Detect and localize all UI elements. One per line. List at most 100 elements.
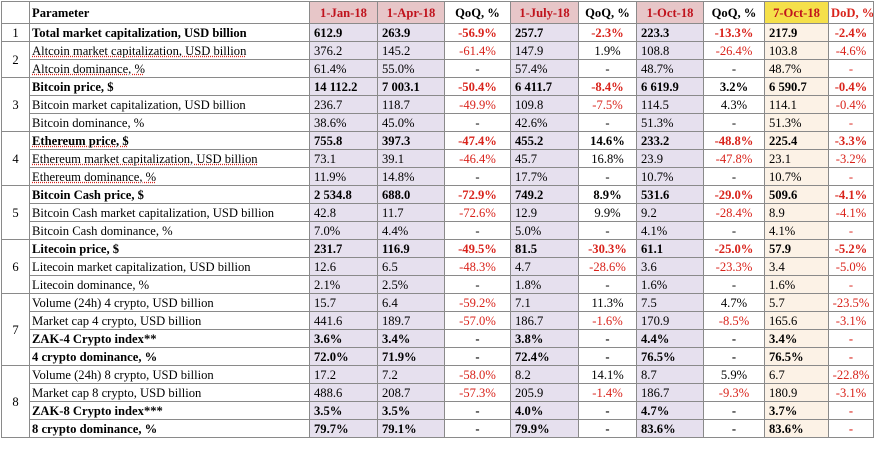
value-cell: 509.6 bbox=[764, 185, 829, 204]
change-cell: - bbox=[578, 59, 637, 78]
value-cell: 48.7% bbox=[764, 59, 829, 78]
value-cell: 441.6 bbox=[309, 311, 378, 330]
change-cell: -5.0% bbox=[828, 257, 874, 276]
change-cell: -2.4% bbox=[828, 23, 874, 42]
value-cell: 4.4% bbox=[377, 221, 445, 240]
change-cell: -7.5% bbox=[578, 95, 637, 114]
parameter-cell: Ethereum dominance, % bbox=[29, 167, 310, 186]
group-index: 4 bbox=[1, 131, 30, 186]
value-cell: 72.0% bbox=[309, 347, 378, 366]
change-cell: - bbox=[444, 275, 511, 294]
parameter-cell: Market cap 8 crypto, USD billion bbox=[29, 383, 310, 402]
value-cell: 42.6% bbox=[510, 113, 579, 132]
table-row: Litecoin dominance, % 2.1% 2.5% -1.8% -1.6% -… bbox=[2, 275, 874, 294]
change-cell: -3.1% bbox=[828, 311, 874, 330]
header-parameter: Parameter bbox=[29, 1, 310, 24]
change-cell: -47.4% bbox=[444, 131, 511, 150]
group-index: 8 bbox=[1, 365, 30, 438]
value-cell: 3.5% bbox=[309, 401, 378, 420]
change-cell: -57.0% bbox=[444, 311, 511, 330]
value-cell: 42.8 bbox=[309, 203, 378, 222]
value-cell: 4.1% bbox=[764, 221, 829, 240]
change-cell: -0.4% bbox=[828, 95, 874, 114]
table-row: 8 crypto dominance, % 79.7% 79.1% -79.9% -83… bbox=[2, 419, 874, 438]
group-index: 2 bbox=[1, 41, 30, 78]
value-cell: 263.9 bbox=[377, 23, 445, 42]
parameter-cell: ZAK-8 Crypto index*** bbox=[29, 401, 310, 420]
change-cell: -8.4% bbox=[578, 77, 637, 96]
change-cell: - bbox=[444, 221, 511, 240]
parameter-cell: Litecoin price, $ bbox=[29, 239, 310, 258]
table-row: Bitcoin market capitalization, USD billi… bbox=[2, 95, 874, 114]
group-index: 3 bbox=[1, 77, 30, 132]
change-cell: 8.9% bbox=[578, 185, 637, 204]
value-cell: 17.2 bbox=[309, 365, 378, 384]
parameter-cell: Bitcoin price, $ bbox=[29, 77, 310, 96]
value-cell: 55.0% bbox=[377, 59, 445, 78]
table-row: 3 Bitcoin price, $14 112.2 7 003.1 -50.4% 6 … bbox=[1, 77, 874, 132]
value-cell: 688.0 bbox=[377, 185, 445, 204]
value-cell: 6.7 bbox=[764, 365, 829, 384]
table-row: 5 Bitcoin Cash price, $2 534.8 688.0 -72.9%… bbox=[1, 185, 874, 240]
parameter-cell: Bitcoin Cash price, $ bbox=[29, 185, 310, 204]
value-cell: 76.5% bbox=[764, 347, 829, 366]
value-cell: 72.4% bbox=[510, 347, 579, 366]
header-dod: DoD, % bbox=[828, 1, 874, 24]
header-index bbox=[1, 1, 30, 24]
change-cell: - bbox=[828, 113, 874, 132]
change-cell: - bbox=[578, 113, 637, 132]
header-oct18: 1-Oct-18 bbox=[636, 1, 704, 24]
value-cell: 3.4 bbox=[764, 257, 829, 276]
change-cell: -56.9% bbox=[444, 23, 511, 42]
group-index: 6 bbox=[1, 239, 30, 294]
change-cell: -46.4% bbox=[444, 149, 511, 168]
change-cell: -3.1% bbox=[828, 383, 874, 402]
change-cell: - bbox=[578, 401, 637, 420]
value-cell: 749.2 bbox=[510, 185, 579, 204]
value-cell: 376.2 bbox=[309, 41, 378, 60]
value-cell: 114.5 bbox=[636, 95, 704, 114]
value-cell: 11.9% bbox=[309, 167, 378, 186]
value-cell: 186.7 bbox=[510, 311, 579, 330]
value-cell: 10.7% bbox=[636, 167, 704, 186]
change-cell: - bbox=[444, 167, 511, 186]
value-cell: 397.3 bbox=[377, 131, 445, 150]
table-row: ZAK-8 Crypto index*** 3.5% 3.5% -4.0% -4.7% -… bbox=[2, 401, 874, 420]
header-7oct18: 7-Oct-18 bbox=[764, 1, 829, 24]
value-cell: 57.9 bbox=[764, 239, 829, 258]
table-row: Bitcoin dominance, % 38.6% 45.0% -42.6% -51.… bbox=[2, 113, 874, 132]
value-cell: 61.4% bbox=[309, 59, 378, 78]
parameter-cell: Market cap 4 crypto, USD billion bbox=[29, 311, 310, 330]
value-cell: 180.9 bbox=[764, 383, 829, 402]
value-cell: 7.5 bbox=[636, 293, 704, 312]
value-cell: 6.4 bbox=[377, 293, 445, 312]
value-cell: 39.1 bbox=[377, 149, 445, 168]
value-cell: 6 411.7 bbox=[510, 77, 579, 96]
change-cell: -5.2% bbox=[828, 239, 874, 258]
value-cell: 7 003.1 bbox=[377, 77, 445, 96]
value-cell: 108.8 bbox=[636, 41, 704, 60]
value-cell: 14 112.2 bbox=[309, 77, 378, 96]
change-cell: - bbox=[703, 221, 765, 240]
change-cell: -49.5% bbox=[444, 239, 511, 258]
table-body: 1 Total market capitalization, USD billio… bbox=[1, 23, 874, 438]
change-cell: -22.8% bbox=[828, 365, 874, 384]
value-cell: 7.0% bbox=[309, 221, 378, 240]
parameter-cell: Volume (24h) 4 crypto, USD billion bbox=[29, 293, 310, 312]
change-cell: - bbox=[578, 221, 637, 240]
value-cell: 2.5% bbox=[377, 275, 445, 294]
change-cell: - bbox=[703, 59, 765, 78]
change-cell: -28.4% bbox=[703, 203, 765, 222]
value-cell: 3.8% bbox=[510, 329, 579, 348]
change-cell: -1.6% bbox=[578, 311, 637, 330]
value-cell: 79.9% bbox=[510, 419, 579, 438]
value-cell: 2 534.8 bbox=[309, 185, 378, 204]
change-cell: 3.2% bbox=[703, 77, 765, 96]
change-cell: - bbox=[578, 329, 637, 348]
change-cell: -3.2% bbox=[828, 149, 874, 168]
change-cell: - bbox=[578, 167, 637, 186]
table-row: 4 crypto dominance, % 72.0% 71.9% -72.4% -76… bbox=[2, 347, 874, 366]
header-jul18: 1-July-18 bbox=[510, 1, 579, 24]
value-cell: 6.5 bbox=[377, 257, 445, 276]
change-cell: -30.3% bbox=[578, 239, 637, 258]
